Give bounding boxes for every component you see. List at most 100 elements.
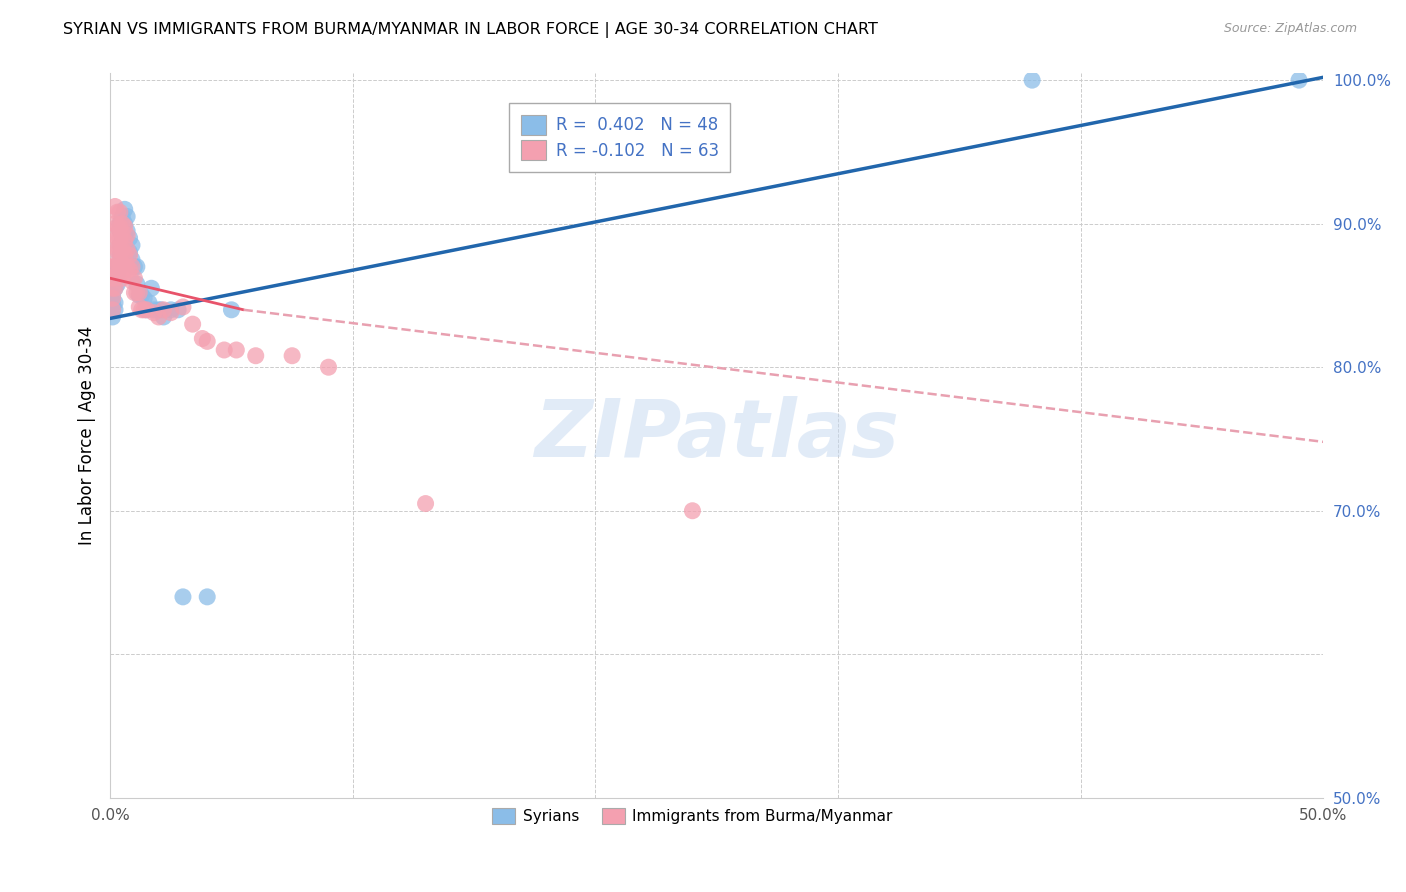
Point	[682, 504, 704, 518]
Point	[118, 231, 141, 245]
Point	[107, 243, 129, 257]
Point	[124, 271, 146, 285]
Point	[121, 274, 143, 288]
Point	[128, 300, 150, 314]
Point	[104, 281, 127, 295]
Point	[108, 217, 131, 231]
Point	[107, 267, 129, 281]
Point	[142, 302, 165, 317]
Point	[245, 349, 267, 363]
Point	[142, 306, 165, 320]
Point	[121, 260, 143, 274]
Point	[107, 205, 129, 219]
Point	[101, 295, 124, 310]
Point	[108, 238, 131, 252]
Point	[111, 271, 134, 285]
Point	[104, 260, 127, 274]
Point	[135, 302, 157, 317]
Y-axis label: In Labor Force | Age 30-34: In Labor Force | Age 30-34	[79, 326, 96, 545]
Point	[101, 302, 124, 317]
Point	[148, 310, 170, 324]
Point	[104, 217, 127, 231]
Point	[114, 217, 136, 231]
Point	[159, 302, 181, 317]
Point	[134, 291, 156, 305]
Point	[152, 302, 174, 317]
Point	[1288, 73, 1310, 87]
Point	[104, 295, 127, 310]
Point	[131, 302, 153, 317]
Text: SYRIAN VS IMMIGRANTS FROM BURMA/MYANMAR IN LABOR FORCE | AGE 30-34 CORRELATION C: SYRIAN VS IMMIGRANTS FROM BURMA/MYANMAR …	[63, 22, 879, 38]
Point	[101, 291, 124, 305]
Point	[318, 360, 340, 375]
Point	[104, 199, 127, 213]
Point	[125, 285, 148, 300]
Point	[101, 302, 124, 317]
Text: Source: ZipAtlas.com: Source: ZipAtlas.com	[1223, 22, 1357, 36]
Point	[181, 317, 204, 331]
Point	[101, 310, 124, 324]
Point	[107, 260, 129, 274]
Point	[415, 497, 437, 511]
Point	[195, 334, 218, 349]
Point	[108, 255, 131, 269]
Point	[108, 205, 131, 219]
Point	[104, 271, 127, 285]
Point	[111, 243, 134, 257]
Point	[148, 302, 170, 317]
Point	[225, 343, 247, 357]
Point	[114, 262, 136, 277]
Point	[108, 243, 131, 257]
Point	[128, 285, 150, 300]
Point	[107, 260, 129, 274]
Point	[108, 224, 131, 238]
Point	[1021, 73, 1043, 87]
Point	[191, 331, 214, 345]
Point	[111, 257, 134, 271]
Point	[141, 281, 163, 295]
Point	[125, 277, 148, 291]
Point	[124, 285, 146, 300]
Point	[150, 302, 173, 317]
Point	[107, 219, 129, 234]
Point	[108, 267, 131, 281]
Point	[101, 288, 124, 302]
Point	[111, 234, 134, 248]
Point	[114, 248, 136, 262]
Legend: Syrians, Immigrants from Burma/Myanmar: Syrians, Immigrants from Burma/Myanmar	[486, 802, 898, 830]
Point	[111, 210, 134, 224]
Point	[107, 277, 129, 291]
Point	[125, 260, 148, 274]
Point	[118, 248, 141, 262]
Point	[108, 231, 131, 245]
Point	[281, 349, 304, 363]
Point	[114, 234, 136, 248]
Point	[134, 302, 156, 317]
Point	[107, 255, 129, 269]
Point	[111, 217, 134, 231]
Point	[115, 243, 138, 257]
Point	[108, 219, 131, 234]
Point	[111, 224, 134, 238]
Point	[172, 300, 194, 314]
Point	[128, 288, 150, 302]
Point	[212, 343, 235, 357]
Point	[101, 281, 124, 295]
Point	[138, 295, 160, 310]
Point	[104, 281, 127, 295]
Point	[114, 228, 136, 243]
Point	[121, 238, 143, 252]
Point	[107, 231, 129, 245]
Point	[195, 590, 218, 604]
Text: ZIPatlas: ZIPatlas	[534, 396, 900, 475]
Point	[104, 302, 127, 317]
Point	[104, 228, 127, 243]
Point	[115, 210, 138, 224]
Point	[115, 260, 138, 274]
Point	[167, 302, 190, 317]
Point	[221, 302, 243, 317]
Point	[131, 288, 153, 302]
Point	[101, 260, 124, 274]
Point	[115, 228, 138, 243]
Point	[152, 310, 174, 324]
